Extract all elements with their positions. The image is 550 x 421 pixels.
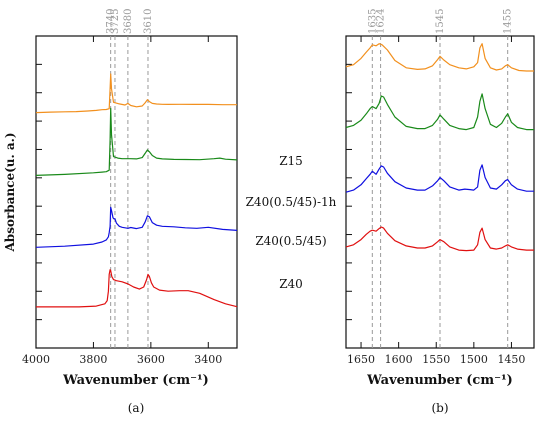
series-line-z40-0-5-45-1h xyxy=(35,107,238,176)
x-tick-label: 1500 xyxy=(460,353,488,366)
series-line-z40 xyxy=(345,226,534,252)
sample-label: Z40(0.5/45)-1h xyxy=(246,195,337,209)
plot-frame xyxy=(35,35,238,349)
peak-label: 1455 xyxy=(503,9,514,34)
x-tick-label: 3600 xyxy=(137,353,165,366)
panel-label: (a) xyxy=(128,401,145,415)
x-tick-label: 1650 xyxy=(347,353,375,366)
peak-label: 1545 xyxy=(435,9,446,34)
peak-label: 3680 xyxy=(123,9,134,34)
x-axis-title: Wavenumber (cm⁻¹) xyxy=(62,373,209,388)
peak-label: 1635 xyxy=(367,9,378,34)
x-tick-label: 1550 xyxy=(422,353,450,366)
series-line-z40-0-5-45-1h xyxy=(345,93,534,131)
series-line-z40-0-5-45- xyxy=(345,164,534,193)
peak-label: 1624 xyxy=(376,9,387,34)
figure-labels: Absorbance(u. a.) Z15 Z40(0.5/45)-1h Z40(0.… xyxy=(3,132,337,291)
y-axis-title: Absorbance(u. a.) xyxy=(3,132,17,252)
series-line-z40 xyxy=(36,269,238,308)
series-line-z15 xyxy=(345,43,534,72)
x-tick-label: 3800 xyxy=(79,353,107,366)
peak-label: 3610 xyxy=(143,9,154,34)
peak-label: 3740 xyxy=(106,9,117,34)
sample-label: Z15 xyxy=(279,154,303,168)
x-axis-title: Wavenumber (cm⁻¹) xyxy=(366,373,513,388)
x-tick-label: 3400 xyxy=(194,353,222,366)
series-line-z40-0-5-45- xyxy=(35,206,238,248)
x-tick-label: 4000 xyxy=(22,353,50,366)
x-tick-label: 1450 xyxy=(497,353,525,366)
sample-label: Z40 xyxy=(279,277,303,291)
x-tick-label: 1600 xyxy=(385,353,413,366)
series-line-z15 xyxy=(35,73,237,114)
peak-label: 3725 xyxy=(110,9,121,34)
panel-label: (b) xyxy=(431,401,448,415)
sample-label: Z40(0.5/45) xyxy=(255,234,326,248)
